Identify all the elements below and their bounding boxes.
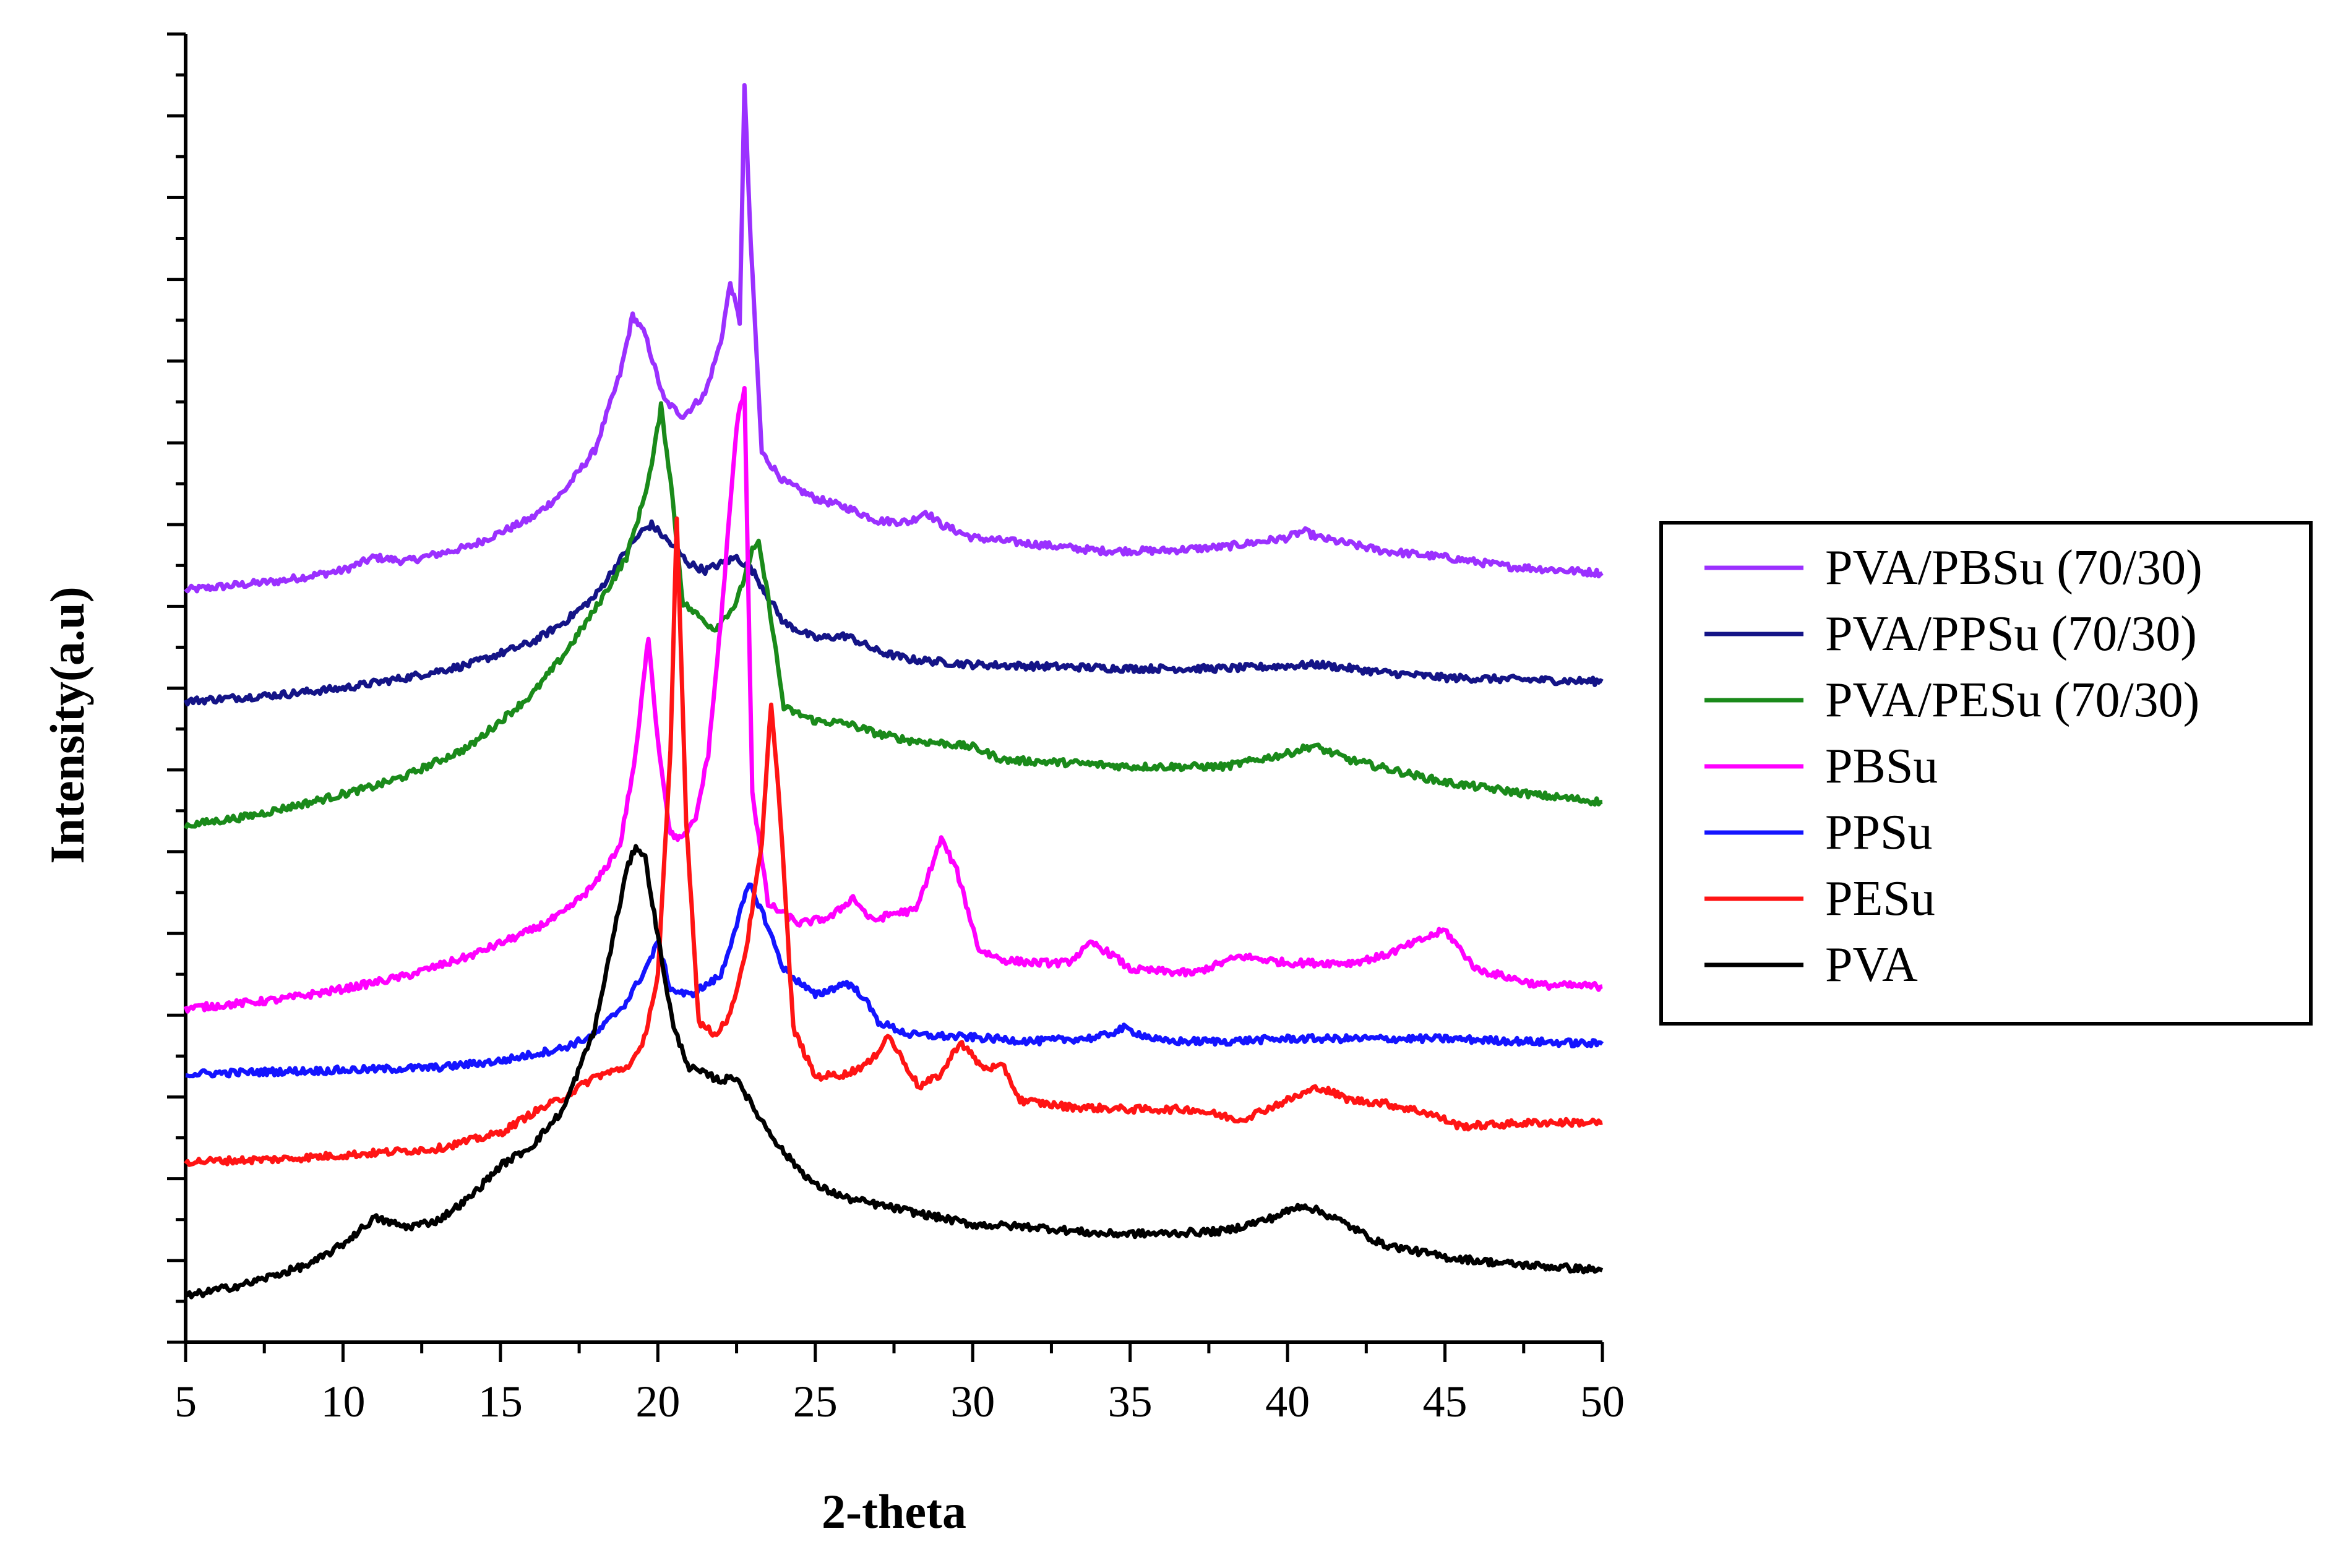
legend-label: PVA bbox=[1825, 938, 1918, 992]
x-tick-label: 35 bbox=[1108, 1377, 1153, 1426]
x-tick-label: 30 bbox=[950, 1377, 995, 1426]
x-tick-label: 15 bbox=[478, 1377, 523, 1426]
legend-box bbox=[1659, 521, 2313, 1026]
x-tick-label: 20 bbox=[635, 1377, 680, 1426]
x-tick-label: 10 bbox=[320, 1377, 365, 1426]
x-tick-label: 45 bbox=[1423, 1377, 1468, 1426]
x-tick-label: 50 bbox=[1580, 1377, 1625, 1426]
x-axis-title: 2-theta bbox=[822, 1484, 966, 1538]
legend-label: PBSu bbox=[1825, 739, 1938, 794]
y-ticks bbox=[167, 32, 186, 1344]
legend: PVA/PBSu (70/30) PVA/PPSu (70/30) PVA/PESu… bbox=[1659, 521, 2313, 1026]
x-tick-label: 40 bbox=[1265, 1377, 1310, 1426]
legend-label: PVA/PBSu (70/30) bbox=[1825, 541, 2203, 595]
legend-label: PPSu bbox=[1825, 805, 1932, 860]
legend-label: PVA/PPSu (70/30) bbox=[1825, 607, 2197, 661]
series-line-pva-pbsu-70-30 bbox=[184, 83, 1604, 594]
y-axis-title: Intensity(a.u) bbox=[40, 586, 94, 864]
series-group bbox=[183, 83, 1604, 1300]
series-line-pva-ppsu-70-30 bbox=[183, 519, 1604, 707]
legend-label: PVA/PESu (70/30) bbox=[1825, 673, 2199, 727]
series-line-pesu bbox=[184, 516, 1603, 1167]
legend-label: PESu bbox=[1825, 872, 1935, 926]
series-line-pbsu bbox=[183, 386, 1603, 1014]
x-tick-label: 25 bbox=[793, 1377, 838, 1426]
series-line-pva-pesu-70-30 bbox=[183, 401, 1603, 829]
x-ticks: 5 10 15 20 25 30 35 40 45 50 bbox=[174, 1342, 1625, 1426]
axes: 5 10 15 20 25 30 35 40 45 50 bbox=[167, 32, 1625, 1426]
x-tick-label: 5 bbox=[174, 1377, 197, 1426]
series-line-ppsu bbox=[185, 882, 1604, 1079]
series-line-pva bbox=[184, 844, 1604, 1300]
